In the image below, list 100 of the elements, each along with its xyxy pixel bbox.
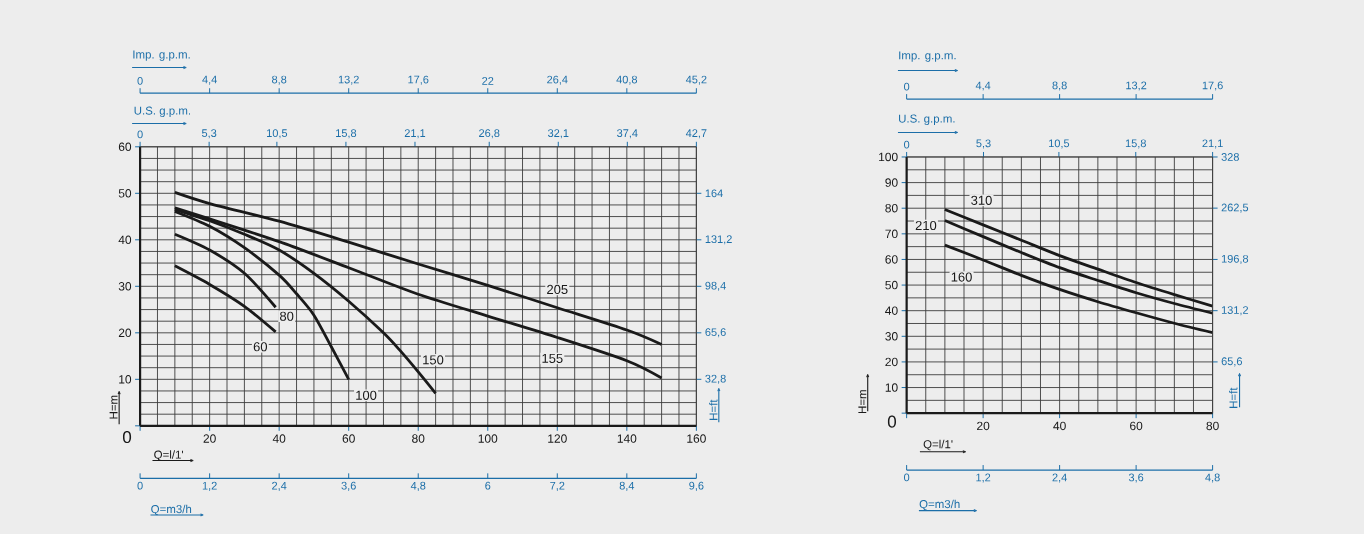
text: 4,8 <box>410 481 426 491</box>
x2-tick-label: 15,8 <box>336 129 357 139</box>
x-tick-label: 60 <box>1130 421 1143 431</box>
text: 4,4 <box>975 81 991 91</box>
x-tick-label: 20 <box>977 421 990 431</box>
x-tick-label: 20 <box>203 434 216 443</box>
x2-axis-title: U.S. g.p.m. <box>899 114 955 125</box>
x-tick-label: 40 <box>1053 421 1066 431</box>
x-tick-label: 80 <box>412 434 425 443</box>
text: 4,4 <box>202 75 217 85</box>
text: 2,4 <box>1052 473 1067 483</box>
y2-tick-label: 196,8 <box>1221 254 1249 265</box>
y-tick-label: 20 <box>885 357 898 367</box>
y-tick-label: 50 <box>885 280 898 290</box>
text: Q=m3/h <box>919 499 960 511</box>
text: 40,8 <box>616 75 638 85</box>
x-tick-label: 80 <box>1206 421 1219 431</box>
x2-tick-label: 0 <box>137 130 143 139</box>
series-label: 80 <box>280 311 294 321</box>
series-label: 100 <box>356 390 377 400</box>
x-tick-label: 40 <box>272 434 286 443</box>
y-tick-label: 80 <box>885 204 898 213</box>
y2-tick-label: 262,5 <box>1221 203 1249 213</box>
y-tick-label: 0 <box>122 431 132 444</box>
text: 2,4 <box>272 481 287 491</box>
text: 1,2 <box>976 473 991 483</box>
text: 1,2 <box>202 481 217 491</box>
text: 13,2 <box>338 75 359 85</box>
x2-tick-label: 5,3 <box>201 129 217 139</box>
text: 26,4 <box>547 75 568 85</box>
y2-tick-label: 164 <box>705 189 723 198</box>
x-tick-label: 160 <box>687 434 706 443</box>
text: Imp. g.p.m. <box>899 51 956 62</box>
series-label: 155 <box>542 353 563 363</box>
text: 17,6 <box>408 75 429 85</box>
y-tick-label: 10 <box>885 383 898 392</box>
text: 3,6 <box>341 481 356 491</box>
y2-tick-label: 32,8 <box>705 374 726 384</box>
text: 0 <box>904 82 910 91</box>
x2-tick-label: 10,5 <box>1049 139 1070 149</box>
x2-tick-label: 32,1 <box>548 129 569 139</box>
x2-tick-label: 37,4 <box>617 129 638 139</box>
text: 8,8 <box>272 75 287 85</box>
y-axis-title: H=m <box>109 395 118 419</box>
text: 4,8 <box>1205 473 1220 483</box>
text: 0 <box>137 76 143 85</box>
series-label: 210 <box>915 220 937 231</box>
text: 13,2 <box>1126 81 1147 91</box>
x2-axis-title: U.S. g.p.m. <box>134 106 191 118</box>
x-tick-label: 60 <box>342 434 355 443</box>
x2-tick-label: 42,7 <box>685 129 707 139</box>
y-tick-label: 60 <box>885 255 898 264</box>
x2-tick-label: 26,8 <box>479 129 500 139</box>
series-label: 60 <box>253 342 268 352</box>
y-tick-label: 100 <box>879 152 898 162</box>
x2-tick-label: 21,1 <box>404 129 426 139</box>
series-label: 205 <box>547 284 568 295</box>
x2-tick-label: 5,3 <box>976 139 991 149</box>
y-tick-label: 40 <box>885 306 898 315</box>
y2-tick-label: 328 <box>1221 153 1239 161</box>
x-tick-label: 140 <box>617 434 637 443</box>
y-tick-label: 70 <box>885 229 898 239</box>
x2-tick-label: 10,5 <box>267 129 288 139</box>
text: 3,6 <box>1128 473 1144 483</box>
text: 0 <box>904 473 910 482</box>
text: 45,2 <box>685 75 707 85</box>
y-tick-label: 30 <box>885 332 898 341</box>
y2-axis-title: H=ft <box>1229 387 1238 408</box>
text: Q=m3/h <box>151 504 192 516</box>
text: 6 <box>485 481 491 490</box>
x2-tick-label: 21,1 <box>1202 139 1223 149</box>
y-tick-label: 90 <box>885 178 898 187</box>
text: 7,2 <box>550 481 565 491</box>
y2-tick-label: 131,2 <box>1221 306 1249 316</box>
y2-tick-label: 65,6 <box>1221 357 1242 367</box>
y-tick-label: 20 <box>118 328 132 338</box>
y-tick-label: 30 <box>118 282 132 291</box>
text: 17,6 <box>1202 81 1223 91</box>
text: 22 <box>482 77 494 85</box>
y-tick-label: 50 <box>118 189 132 198</box>
y2-tick-label: 65,6 <box>705 328 726 338</box>
text: 0 <box>137 481 143 490</box>
y-tick-label: 0 <box>887 415 897 428</box>
series-label: 310 <box>971 195 992 205</box>
y-axis-title: H=m <box>858 390 867 414</box>
text: 8,8 <box>1052 81 1067 91</box>
series-label: 160 <box>951 272 972 282</box>
y-tick-label: 40 <box>118 235 132 245</box>
x-tick-label: 120 <box>548 434 567 443</box>
x2-tick-label: 0 <box>904 140 910 149</box>
text: 8,4 <box>619 481 635 491</box>
text: Imp. g.p.m. <box>133 50 190 61</box>
x-axis-title: Q=l/1' <box>154 450 184 461</box>
x-axis-title: Q=l/1' <box>923 439 953 451</box>
series-label: 150 <box>423 355 444 365</box>
text: 9,6 <box>689 481 704 491</box>
y2-tick-label: 98,4 <box>705 281 726 291</box>
y-tick-label: 10 <box>119 375 132 384</box>
y2-axis-title: H=ft <box>709 399 718 420</box>
x2-tick-label: 15,8 <box>1125 139 1146 149</box>
